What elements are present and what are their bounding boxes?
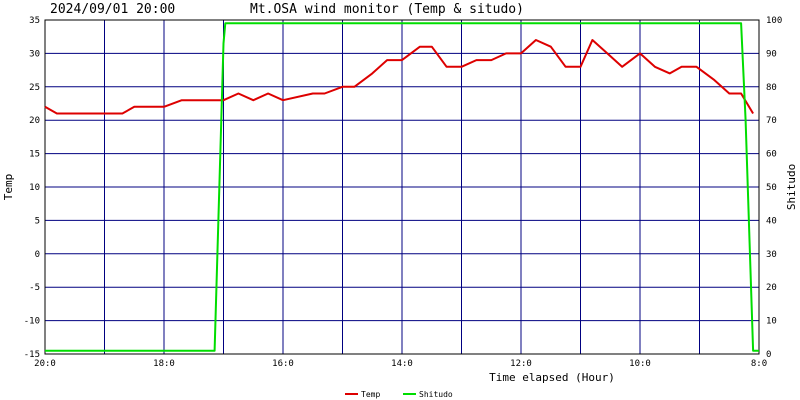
x-tick-label: 18:0: [153, 359, 175, 369]
left-tick-label: -10: [24, 317, 40, 327]
right-tick-label: 30: [766, 250, 777, 260]
x-tick-label: 10:0: [629, 359, 651, 369]
right-tick-label: 100: [766, 16, 782, 26]
y-axis-right-label: Shitudo: [785, 164, 798, 210]
chart-title: Mt.OSA wind monitor (Temp & situdo): [250, 2, 524, 17]
left-tick-label: -5: [29, 283, 40, 293]
right-tick-label: 0: [766, 350, 771, 360]
x-tick-label: 14:0: [391, 359, 413, 369]
series-line-temp: [44, 39, 754, 115]
series-line-shitudo: [45, 22, 759, 352]
legend-shitudo-label: Shitudo: [419, 390, 453, 399]
right-tick-label: 90: [766, 49, 777, 59]
y-axis-left-label: Temp: [2, 174, 15, 201]
timestamp-label: 2024/09/01 20:00: [50, 2, 175, 17]
x-axis-ticks: 20:0 18:0 16:0 14:0 12:0 10:0 8:0: [34, 359, 767, 369]
x-tick-label: 20:0: [34, 359, 56, 369]
right-tick-label: 40: [766, 216, 777, 226]
left-tick-label: 30: [29, 49, 40, 59]
left-tick-label: 25: [29, 83, 40, 93]
x-tick-label: 8:0: [751, 359, 767, 369]
right-tick-label: 20: [766, 283, 777, 293]
left-axis-ticks: 35 30 25 20 15 10 5 0 -5 -10 -15: [24, 16, 40, 360]
series-layer: [44, 22, 759, 352]
right-tick-label: 80: [766, 83, 777, 93]
x-axis-label: Time elapsed (Hour): [489, 371, 615, 384]
right-tick-label: 10: [766, 317, 777, 327]
left-tick-label: 0: [35, 250, 40, 260]
plot-frame: [44, 19, 760, 355]
x-tick-label: 12:0: [510, 359, 532, 369]
left-tick-label: 5: [35, 216, 40, 226]
right-tick-label: 50: [766, 183, 777, 193]
x-tick-label: 16:0: [272, 359, 294, 369]
left-tick-label: 15: [29, 150, 40, 160]
right-tick-label: 70: [766, 116, 777, 126]
left-tick-label: 35: [29, 16, 40, 26]
left-tick-label: 20: [29, 116, 40, 126]
legend: Temp Shitudo: [345, 390, 453, 399]
right-tick-label: 60: [766, 150, 777, 160]
left-tick-label: 10: [29, 183, 40, 193]
left-tick-label: -15: [24, 350, 40, 360]
legend-temp-label: Temp: [361, 390, 380, 399]
